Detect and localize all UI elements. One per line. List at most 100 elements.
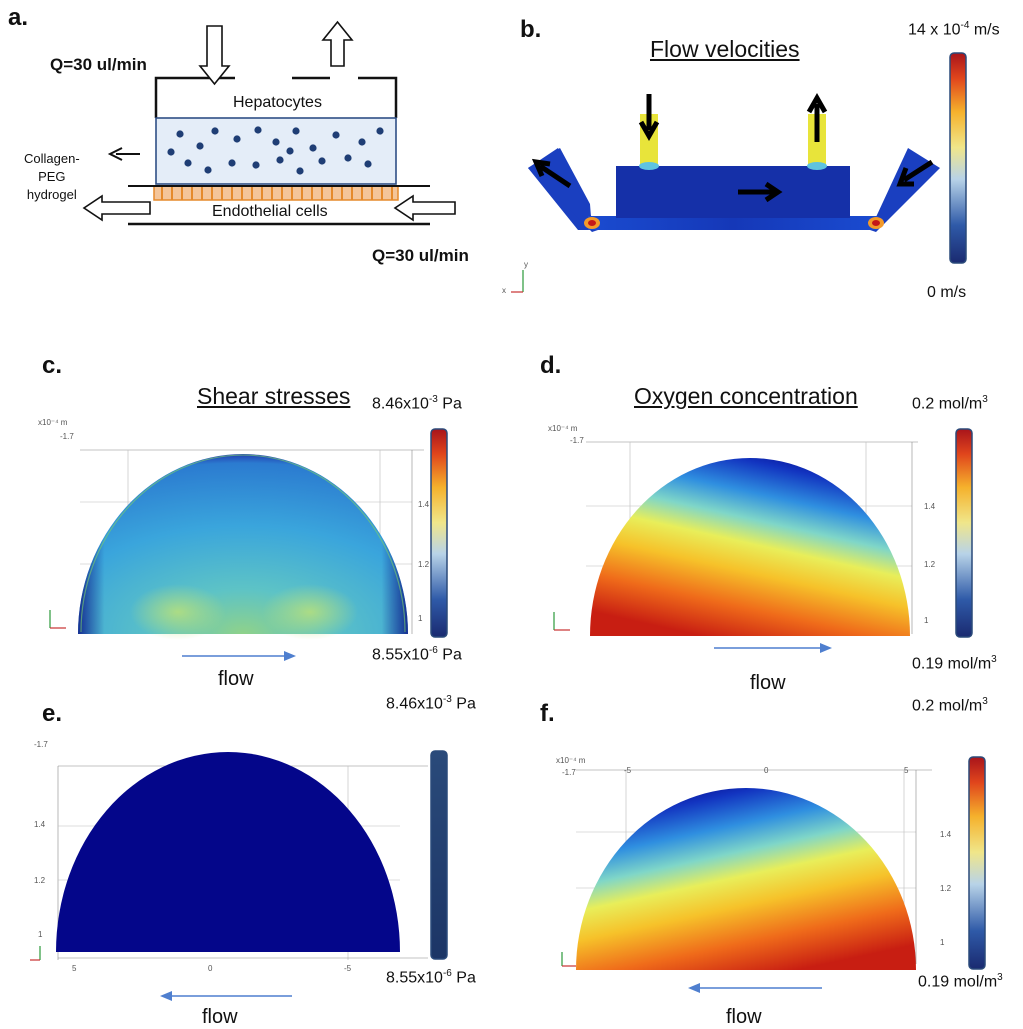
velocity-arrow-left-up xyxy=(531,158,572,189)
panel-e-x-tick: 0 xyxy=(208,964,213,973)
shear-scale-min-base: 8.55x10 xyxy=(372,646,429,664)
oxygen-scale-min-f: 0.19 mol/m3 xyxy=(918,972,1003,991)
panel-f-y-top: -1.7 xyxy=(562,768,576,777)
oxygen-colorbar-d xyxy=(955,428,973,638)
hydrogel-pointer-arrow xyxy=(107,147,140,161)
flow-arrow-c xyxy=(182,651,296,661)
panel-d-y-tick: 1.2 xyxy=(924,560,936,569)
shear-scale-max-unit: Pa xyxy=(437,395,462,413)
velocity-scale-max-base: 14 x 10 xyxy=(908,21,961,39)
panel-c-y-tick: 1.2 xyxy=(418,560,430,569)
panel-c-y-top: -1.7 xyxy=(60,432,74,441)
oxygen-scale-max-f-base: 0.2 mol/m xyxy=(912,697,983,715)
shear-scale-max-base: 8.46x10 xyxy=(372,395,429,413)
panel-letter-b: b. xyxy=(520,16,542,43)
panel-e-y-top: -1.7 xyxy=(34,740,48,749)
panel-letter-c: c. xyxy=(42,352,63,379)
panel-c-y-tick: 1.4 xyxy=(418,500,430,509)
velocity-arrow-down xyxy=(638,94,660,142)
axis-y-label-b: y xyxy=(524,260,528,269)
panel-d-y-top: -1.7 xyxy=(570,436,584,445)
panel-c-axis-unit: x10⁻⁴ m xyxy=(38,418,68,427)
flow-rate-top-label: Q=30 ul/min xyxy=(50,55,147,74)
hydrogel-label-line: hydrogel xyxy=(26,187,77,202)
panel-letter-a: a. xyxy=(8,4,29,31)
velocity-arrow-right xyxy=(738,181,783,203)
shear-scale-min-exp: -6 xyxy=(428,645,438,656)
oxygen-scale-min-d-base: 0.19 mol/m xyxy=(912,655,992,673)
panel-f-y-tick: 1.2 xyxy=(940,884,952,893)
hydrogel-label-line: Collagen- xyxy=(24,151,80,166)
flow-arrow-d xyxy=(714,643,832,653)
axis-triad-c xyxy=(49,610,66,629)
panel-letter-d: d. xyxy=(540,352,562,379)
shear-scale-min-e-unit: Pa xyxy=(451,969,476,987)
panel-f-y-tick: 1 xyxy=(940,938,945,947)
axis-triad-b xyxy=(511,270,524,293)
axis-x-label-b: x xyxy=(502,286,506,295)
flow-arrow-e xyxy=(160,991,292,1001)
flow-arrow-f xyxy=(688,983,822,993)
shear-scale-max: 8.46x10-3 Pa xyxy=(372,394,462,413)
flow-label-d: flow xyxy=(750,672,786,694)
velocity-field xyxy=(528,92,940,232)
panel-e-x-tick: -5 xyxy=(344,964,352,973)
panel-d-title: Oxygen concentration xyxy=(634,383,858,409)
panel-e-y-tick: 1.4 xyxy=(34,820,46,829)
axis-triad-f xyxy=(561,952,576,967)
flow-label-c: flow xyxy=(218,668,254,690)
panel-e-y-tick: 1.2 xyxy=(34,876,46,885)
oxygen-colorbar-f xyxy=(968,756,986,970)
panel-c-title: Shear stresses xyxy=(197,383,351,409)
hepatocytes-label: Hepatocytes xyxy=(233,94,322,111)
oxygen-scale-min-f-exp: 3 xyxy=(997,972,1003,983)
shear-scale-min-e-exp: -6 xyxy=(442,968,452,979)
shear-stress-map xyxy=(78,454,408,640)
shear-scale-max-e-exp: -3 xyxy=(442,694,452,705)
oxygen-map-f xyxy=(576,788,916,970)
hepatocyte-dots xyxy=(167,126,384,175)
panel-f-x-tick: -5 xyxy=(624,766,632,775)
velocity-scale-min: 0 m/s xyxy=(927,284,967,301)
oxygen-scale-min-d: 0.19 mol/m3 xyxy=(912,654,997,673)
shear-scale-min: 8.55x10-6 Pa xyxy=(372,645,462,664)
oxygen-scale-max-f: 0.2 mol/m3 xyxy=(912,696,988,715)
panel-c-y-tick: 1 xyxy=(418,614,423,623)
panel-d-axis-unit: x10⁻⁴ m xyxy=(548,424,578,433)
velocity-scale-max-unit: m/s xyxy=(969,21,1000,39)
hydrogel-label-line: PEG xyxy=(38,169,66,184)
bottom-outlet-arrow xyxy=(82,194,151,222)
axis-triad-e xyxy=(30,946,41,961)
panel-e-y-tick: 1 xyxy=(38,930,43,939)
shear-colorbar xyxy=(430,428,448,638)
shear-scale-max-e-base: 8.46x10 xyxy=(386,695,443,713)
panel-f-x-tick: 5 xyxy=(904,766,909,775)
shear-scale-min-e: 8.55x10-6 Pa xyxy=(386,968,476,987)
shear-scale-max-e-unit: Pa xyxy=(451,695,476,713)
panel-b-title: Flow velocities xyxy=(650,36,800,62)
panel-e-x-tick: 5 xyxy=(72,964,77,973)
flow-rate-bottom-label: Q=30 ul/min xyxy=(372,246,469,265)
shear-colorbar-e xyxy=(430,750,448,960)
panel-f-axis-unit: x10⁻⁴ m xyxy=(556,756,586,765)
velocity-scale-max-exp: -4 xyxy=(960,20,970,31)
device-schematic xyxy=(82,20,456,226)
shear-scale-min-e-base: 8.55x10 xyxy=(386,969,443,987)
bottom-channel xyxy=(588,216,878,230)
shear-scale-max-exp: -3 xyxy=(428,394,438,405)
velocity-scale-max: 14 x 10-4 m/s xyxy=(908,20,1000,39)
oxygen-map-d xyxy=(590,458,910,636)
axis-triad-d xyxy=(553,612,570,631)
panel-letter-e: e. xyxy=(42,700,63,727)
shear-scale-max-e: 8.46x10-3 Pa xyxy=(386,694,476,713)
endothelial-cells-label: Endothelial cells xyxy=(212,203,328,220)
flow-label-f: flow xyxy=(726,1006,762,1028)
panel-letter-f: f. xyxy=(540,700,555,727)
oxygen-scale-max-d-exp: 3 xyxy=(982,394,988,405)
panel-f-x-tick: 0 xyxy=(764,766,769,775)
shear-scale-min-unit: Pa xyxy=(437,646,462,664)
panel-d-y-tick: 1 xyxy=(924,616,929,625)
velocity-colorbar xyxy=(949,52,967,264)
inlet-down-arrow xyxy=(198,25,231,86)
panel-d-y-tick: 1.4 xyxy=(924,502,936,511)
